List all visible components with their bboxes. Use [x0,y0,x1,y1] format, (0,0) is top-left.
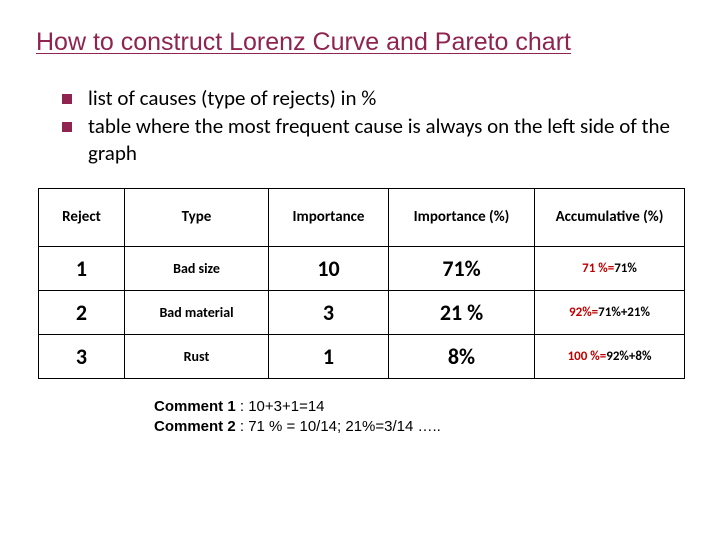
cell-importance: 3 [269,290,389,334]
comment-line: Comment 1 : 10+3+1=14 [154,397,684,417]
comment-text: : 71 % = 10/14; 21%=3/14 ….. [236,418,441,435]
acc-black-part: 71%+21% [598,305,650,320]
comment-line: Comment 2 : 71 % = 10/14; 21%=3/14 ….. [154,417,684,437]
col-header-accumulative: Accumulative (%) [535,188,685,246]
cell-importance-pct: 71% [389,246,535,290]
cell-reject: 1 [39,246,125,290]
cell-reject: 3 [39,334,125,378]
cell-importance-pct: 8% [389,334,535,378]
reject-table: Reject Type Importance Importance (%) Ac… [38,188,685,379]
acc-black-part: 71% [614,261,637,276]
bullet-text: list of causes (type of rejects) in % [88,85,376,111]
col-header-reject: Reject [39,188,125,246]
cell-accumulative: 100 %=92%+8% [535,334,685,378]
cell-accumulative: 71 %=71% [535,246,685,290]
col-header-importance: Importance [269,188,389,246]
cell-type: Bad size [125,246,269,290]
acc-red-part: 92%= [569,305,598,320]
col-header-type: Type [125,188,269,246]
comment-label: Comment 1 [154,398,236,415]
comments-block: Comment 1 : 10+3+1=14 Comment 2 : 71 % =… [154,397,684,438]
slide: How to construct Lorenz Curve and Pareto… [0,0,720,540]
cell-importance-pct: 21 % [389,290,535,334]
cell-importance: 1 [269,334,389,378]
table-row: 2 Bad material 3 21 % 92%=71%+21% [39,290,685,334]
square-bullet-icon [62,94,72,104]
acc-red-part: 71 %= [582,261,614,276]
table-header-row: Reject Type Importance Importance (%) Ac… [39,188,685,246]
slide-title: How to construct Lorenz Curve and Pareto… [36,28,684,57]
cell-type: Bad material [125,290,269,334]
cell-accumulative: 92%=71%+21% [535,290,685,334]
bullet-list: list of causes (type of rejects) in % ta… [62,85,684,166]
acc-black-part: 92%+8% [606,349,651,364]
bullet-text: table where the most frequent cause is a… [88,113,684,166]
list-item: table where the most frequent cause is a… [62,113,684,166]
square-bullet-icon [62,122,72,132]
table-row: 3 Rust 1 8% 100 %=92%+8% [39,334,685,378]
cell-importance: 10 [269,246,389,290]
cell-reject: 2 [39,290,125,334]
comment-label: Comment 2 [154,418,236,435]
table-row: 1 Bad size 10 71% 71 %=71% [39,246,685,290]
list-item: list of causes (type of rejects) in % [62,85,684,111]
comment-text: : 10+3+1=14 [236,398,325,415]
col-header-importance-pct: Importance (%) [389,188,535,246]
cell-type: Rust [125,334,269,378]
acc-red-part: 100 %= [568,349,607,364]
